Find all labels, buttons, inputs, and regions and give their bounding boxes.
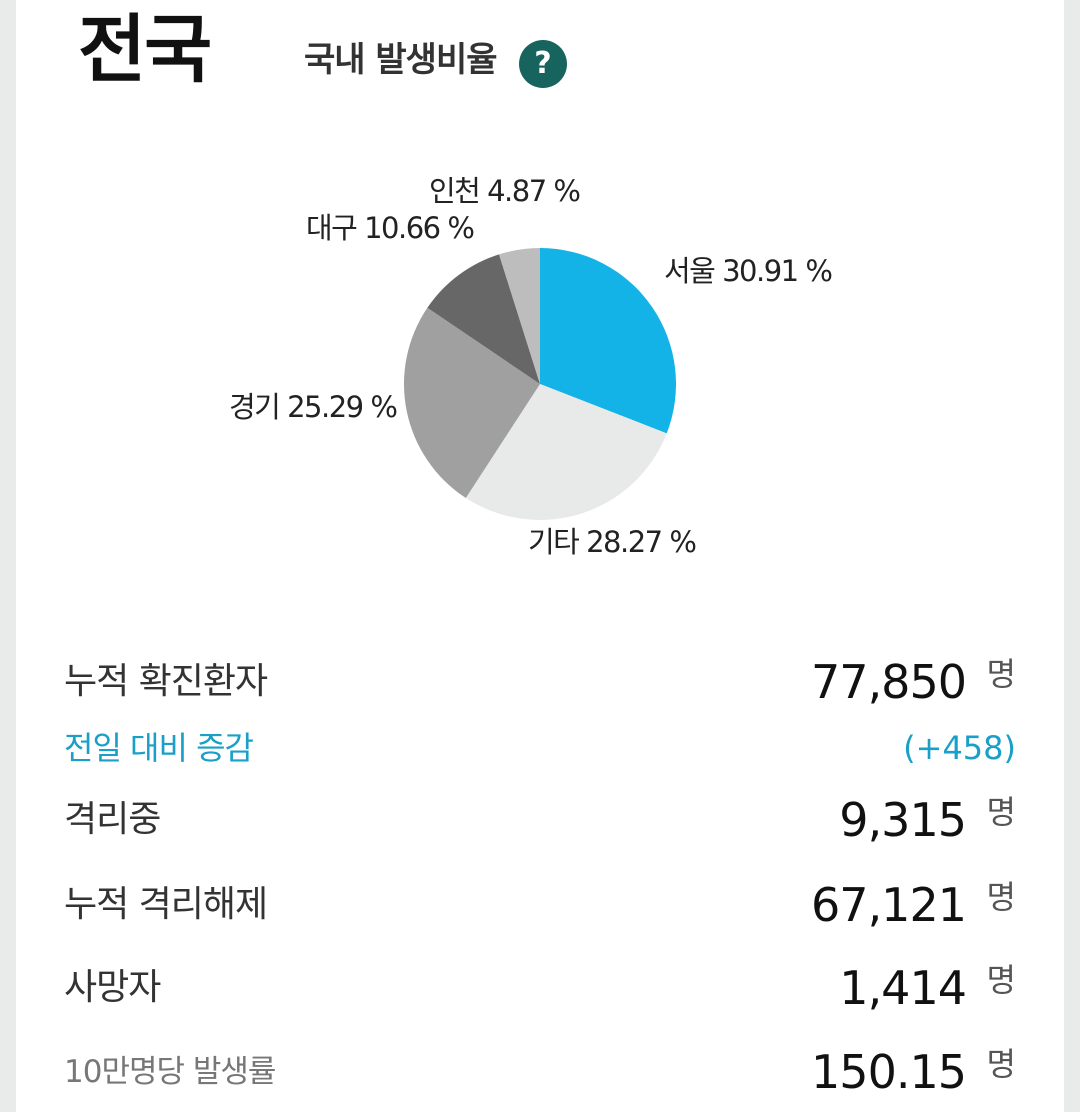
released-value: 67,121 [811,878,967,932]
pie-label-incheon: 인천 4.87 % [429,174,579,208]
pie-slice-incheon [499,248,540,384]
isolated-value: 9,315 [839,793,967,847]
isolated-unit: 명 [986,793,1016,831]
released-label: 누적 격리해제 [64,884,268,925]
rate-label: 10만명당 발생률 [64,1054,276,1090]
confirmed-unit: 명 [986,655,1016,693]
confirmed-value: 77,850 [811,655,967,709]
isolated-label: 격리중 [64,799,161,840]
pie-chart: 서울 30.91 % 기타 28.27 % 경기 25.29 % 대구 10.66 %… [229,174,833,559]
rate-value: 150.15 [811,1045,967,1099]
pie-label-gyeonggi: 경기 25.29 % [229,390,396,424]
pie-label-daegu: 대구 10.66 % [306,211,473,245]
pie-slice-daegu [427,254,540,384]
deaths-unit: 명 [986,961,1016,999]
chart-subtitle: 국내 발생비율 [304,40,498,80]
confirmed-row: 누적 확진환자 77,850 명 [16,650,1064,714]
deaths-value: 1,414 [839,961,967,1015]
rate-row: 10만명당 발생률 150.15 명 [16,1040,1064,1104]
help-icon[interactable]: ? [519,40,567,88]
released-unit: 명 [986,878,1016,916]
stats-card: 전국 국내 발생비율 ? 서울 30.91 % 기타 28.27 % 경기 25.2… [16,0,1064,1112]
change-value: (+458) [903,729,1016,767]
region-title: 전국 [78,7,212,93]
deaths-row: 사망자 1,414 명 [16,956,1064,1020]
pie-slice-seoul [540,248,676,434]
rate-unit: 명 [986,1045,1016,1083]
confirmed-label: 누적 확진환자 [64,661,268,702]
pie-label-seoul: 서울 30.91 % [664,254,831,288]
pie-slice-others [465,384,667,521]
pie-slice-gyeonggi [403,307,540,498]
pie-label-others: 기타 28.27 % [528,525,695,559]
isolated-row: 격리중 9,315 명 [16,788,1064,852]
change-label: 전일 대비 증감 [64,729,254,767]
deaths-label: 사망자 [64,967,161,1008]
change-row: 전일 대비 증감 (+458) [16,716,1064,780]
released-row: 누적 격리해제 67,121 명 [16,873,1064,937]
